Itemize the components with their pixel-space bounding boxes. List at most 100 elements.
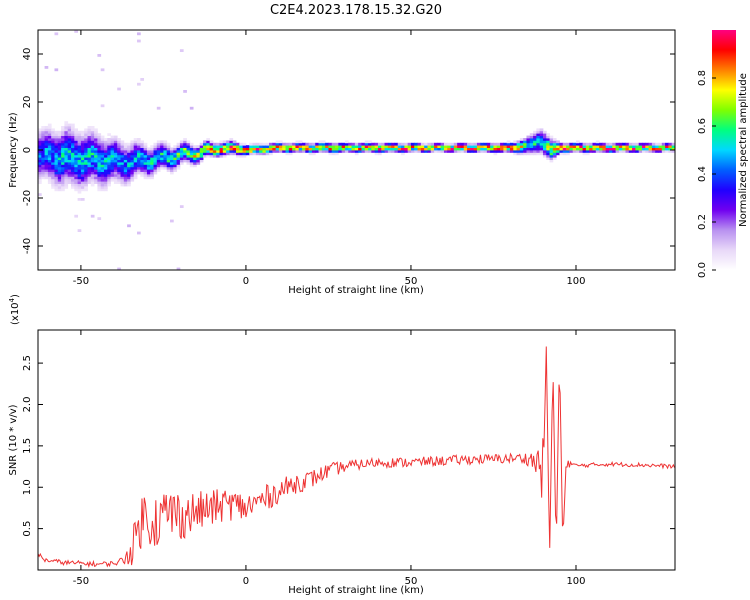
heatmap-cell <box>143 166 148 170</box>
heatmap-cell <box>87 176 92 180</box>
heatmap-cell <box>661 142 666 146</box>
heatmap-cell <box>308 152 313 156</box>
heatmap-cell <box>255 150 260 153</box>
heatmap-cell <box>107 171 112 175</box>
heatmap-cell <box>549 157 554 160</box>
heatmap-cell <box>443 150 448 153</box>
heatmap-cell <box>123 159 128 163</box>
heatmap-cell <box>130 154 135 158</box>
heatmap-cell <box>47 130 52 134</box>
heatmap-cell <box>292 145 296 148</box>
heatmap-cell <box>84 188 88 192</box>
heatmap-cell <box>156 142 161 146</box>
heatmap-cell <box>176 162 181 165</box>
heatmap-cell <box>94 162 98 165</box>
heatmap-cell <box>542 133 547 136</box>
heatmap-cell <box>74 133 79 136</box>
heatmap-cell <box>156 154 161 158</box>
heatmap-cell <box>146 169 151 172</box>
heatmap-cell <box>127 142 131 146</box>
heatmap-cell <box>658 150 663 153</box>
heatmap-cell <box>143 152 148 156</box>
heatmap-cell <box>579 142 583 146</box>
heatmap-cell <box>546 145 550 148</box>
heatmap-cell <box>476 150 481 153</box>
heatmap-cell <box>272 145 277 148</box>
heatmap-cell <box>410 150 415 153</box>
heatmap-cell <box>97 176 102 180</box>
heatmap-cell <box>344 150 349 153</box>
heatmap-cell <box>536 152 541 156</box>
heatmap-cell <box>71 145 75 148</box>
heatmap-cell <box>104 152 108 156</box>
heatmap-cell <box>463 145 468 148</box>
heatmap-cell <box>232 142 237 146</box>
heatmap-cell <box>97 174 102 177</box>
heatmap-cell <box>120 162 125 165</box>
heatmap-cell <box>41 147 45 151</box>
heatmap-cell <box>358 150 362 153</box>
heatmap-cell <box>503 145 508 148</box>
heatmap-cell <box>74 176 79 180</box>
heatmap-cell <box>536 138 541 141</box>
heatmap-cell <box>74 130 79 134</box>
heatmap-cell <box>57 145 62 148</box>
heatmap-cell <box>104 186 108 189</box>
heatmap-cell <box>222 142 227 146</box>
heatmap-cell <box>61 145 65 148</box>
heatmap-cell <box>54 130 59 134</box>
heatmap-cell <box>77 181 82 184</box>
heatmap-cell <box>170 157 174 160</box>
heatmap-cell <box>160 150 164 153</box>
heatmap-cell <box>100 159 105 163</box>
heatmap-cell <box>71 135 75 139</box>
heatmap-cell <box>107 140 112 144</box>
heatmap-cell <box>44 135 49 139</box>
heatmap-cell <box>47 162 52 165</box>
heatmap-cell <box>67 142 72 146</box>
heatmap-cell <box>496 145 501 148</box>
heatmap-cell <box>628 142 633 146</box>
heatmap-cell <box>74 169 79 172</box>
heatmap-cell <box>450 145 455 148</box>
heatmap-cell <box>156 106 161 110</box>
heatmap-cell <box>57 188 62 192</box>
heatmap-cell <box>542 140 547 144</box>
heatmap-cell <box>189 150 194 153</box>
heatmap-cell <box>229 145 234 148</box>
heatmap-cell <box>113 171 118 175</box>
heatmap-cell <box>77 130 82 134</box>
heatmap-cell <box>179 142 184 146</box>
colorbar-gradient <box>712 30 736 270</box>
heatmap-cell <box>179 205 184 208</box>
heatmap-cell <box>104 183 108 187</box>
heatmap-cell <box>80 130 85 134</box>
heatmap-cell <box>41 176 45 180</box>
snr-y-ticks: 0.51.01.52.02.5 <box>22 355 675 537</box>
heatmap-cell <box>38 169 42 172</box>
heatmap-cell <box>87 147 92 151</box>
heatmap-cell <box>54 154 59 158</box>
heatmap-cell <box>420 145 425 148</box>
heatmap-cell <box>77 188 82 192</box>
heatmap-cell <box>137 138 141 141</box>
heatmap-cell <box>150 159 154 163</box>
heatmap-cell <box>123 145 128 148</box>
heatmap-cell <box>61 169 65 172</box>
heatmap-cell <box>219 142 224 146</box>
heatmap-cell <box>612 145 616 148</box>
heatmap-cell <box>539 145 544 148</box>
heatmap-cell <box>163 157 168 160</box>
heatmap-cell <box>358 142 362 146</box>
heatmap-cell <box>189 157 194 160</box>
heatmap-cell <box>130 166 135 170</box>
heatmap-cell <box>318 140 323 144</box>
heatmap-cell <box>176 166 181 170</box>
heatmap-cell <box>94 159 98 163</box>
heatmap-cell <box>173 150 178 153</box>
heatmap-cell <box>430 142 435 146</box>
heatmap-cell <box>77 164 82 168</box>
heatmap-cell <box>150 145 154 148</box>
heatmap-cell <box>193 164 197 168</box>
heatmap-cell <box>275 147 280 151</box>
